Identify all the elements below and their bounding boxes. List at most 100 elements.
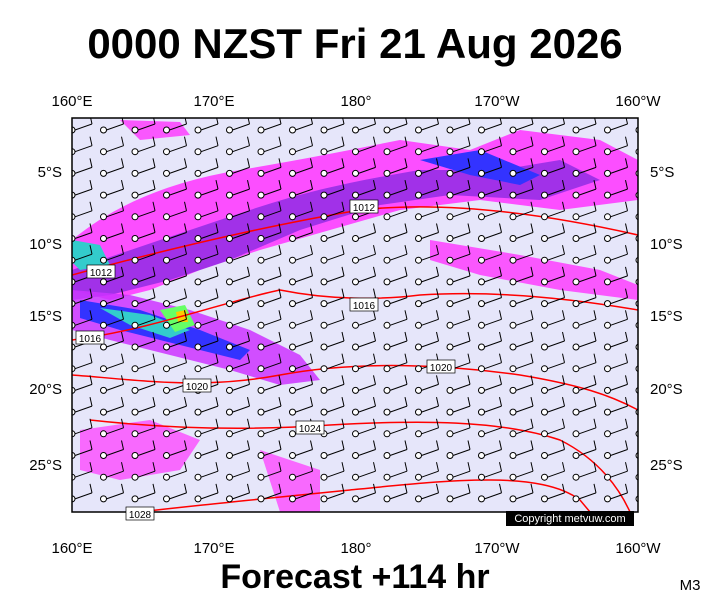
barb-feather [247,201,250,211]
station [352,408,359,416]
station [257,191,265,199]
barb-feather [184,396,187,407]
isobar-label-box [125,506,155,521]
station [383,408,391,416]
barb-feather [341,266,345,277]
barb-feather [310,288,313,298]
station [226,300,233,308]
barb-feather [436,179,439,190]
barb-shaft [106,383,124,391]
barb-shaft [232,492,250,500]
station [415,126,422,134]
barb-shaft [74,318,93,326]
barb-feather [341,158,345,168]
station [100,430,107,438]
barb-shaft [358,318,376,326]
barb-shaft [169,166,187,174]
station [226,408,233,416]
barb-shaft [169,210,187,218]
barb-shaft [547,123,565,131]
station [383,235,391,242]
barb-shaft [232,210,250,218]
barb-feather [404,331,408,342]
barb-shaft [106,362,124,370]
station [320,495,328,503]
station [541,408,548,416]
barb-feather [499,136,502,146]
station [635,256,638,264]
barb-feather [184,201,187,211]
barb-shaft [200,449,219,456]
barb-shaft [263,362,282,370]
barb-feather [184,266,187,277]
barb-shaft [74,383,93,391]
station [289,473,296,481]
barb-feather [404,245,408,255]
barb-feather [278,158,282,168]
barb-feather [341,201,345,211]
station [320,278,328,286]
isobar-label: 1016 [353,301,376,312]
barb-feather [531,118,534,125]
station [572,278,580,286]
station [194,148,202,156]
barb-feather [468,118,471,125]
barb-feather [373,418,376,428]
station [478,148,485,156]
station [572,408,580,416]
barb-shaft [200,297,219,305]
barb-shaft [642,124,659,130]
latitude-label-left: 20°S [29,381,62,398]
barb-feather [121,118,124,125]
barb-shaft [578,470,597,478]
barb-shaft [137,188,156,196]
barb-shaft [421,449,439,456]
station [604,473,611,481]
station [541,235,548,242]
barb-feather [530,375,534,385]
barb-shaft [295,383,313,391]
station [383,343,391,351]
barb-shaft [263,405,282,413]
barb-shaft [484,383,502,391]
barb-shaft [295,210,313,218]
barb-shaft [515,383,534,391]
barb-feather [247,136,250,146]
station [131,495,139,503]
barb-shaft [74,188,93,196]
barb-feather [89,288,93,298]
barb-shaft [358,449,376,456]
barb-shaft [547,166,565,174]
barb-shaft [421,405,439,413]
latitude-label-right: 20°S [650,381,683,398]
station [352,278,359,286]
station [604,191,611,199]
barb-feather [247,353,250,363]
barb-feather [467,136,471,146]
station [226,321,233,329]
barb-shaft [484,123,502,131]
station [257,452,265,459]
barb-shaft [295,297,313,305]
barb-feather [373,118,376,125]
barb-feather [121,201,124,211]
barb-feather [499,483,502,494]
station [446,256,454,264]
station [320,235,328,242]
station [415,408,422,416]
station [163,278,170,286]
barb-feather [152,223,156,233]
barb-shaft [547,362,565,370]
station [604,300,611,308]
barb-feather [657,202,659,211]
barb-shaft [484,188,502,196]
barb-shaft [610,318,628,326]
barb-shaft [200,123,219,131]
barb-shaft [326,470,345,478]
barb-shaft [421,297,439,305]
barb-feather [184,118,187,125]
barb-feather [562,483,565,494]
station [478,473,485,481]
barb-shaft [295,362,313,370]
barb-feather [341,483,345,494]
